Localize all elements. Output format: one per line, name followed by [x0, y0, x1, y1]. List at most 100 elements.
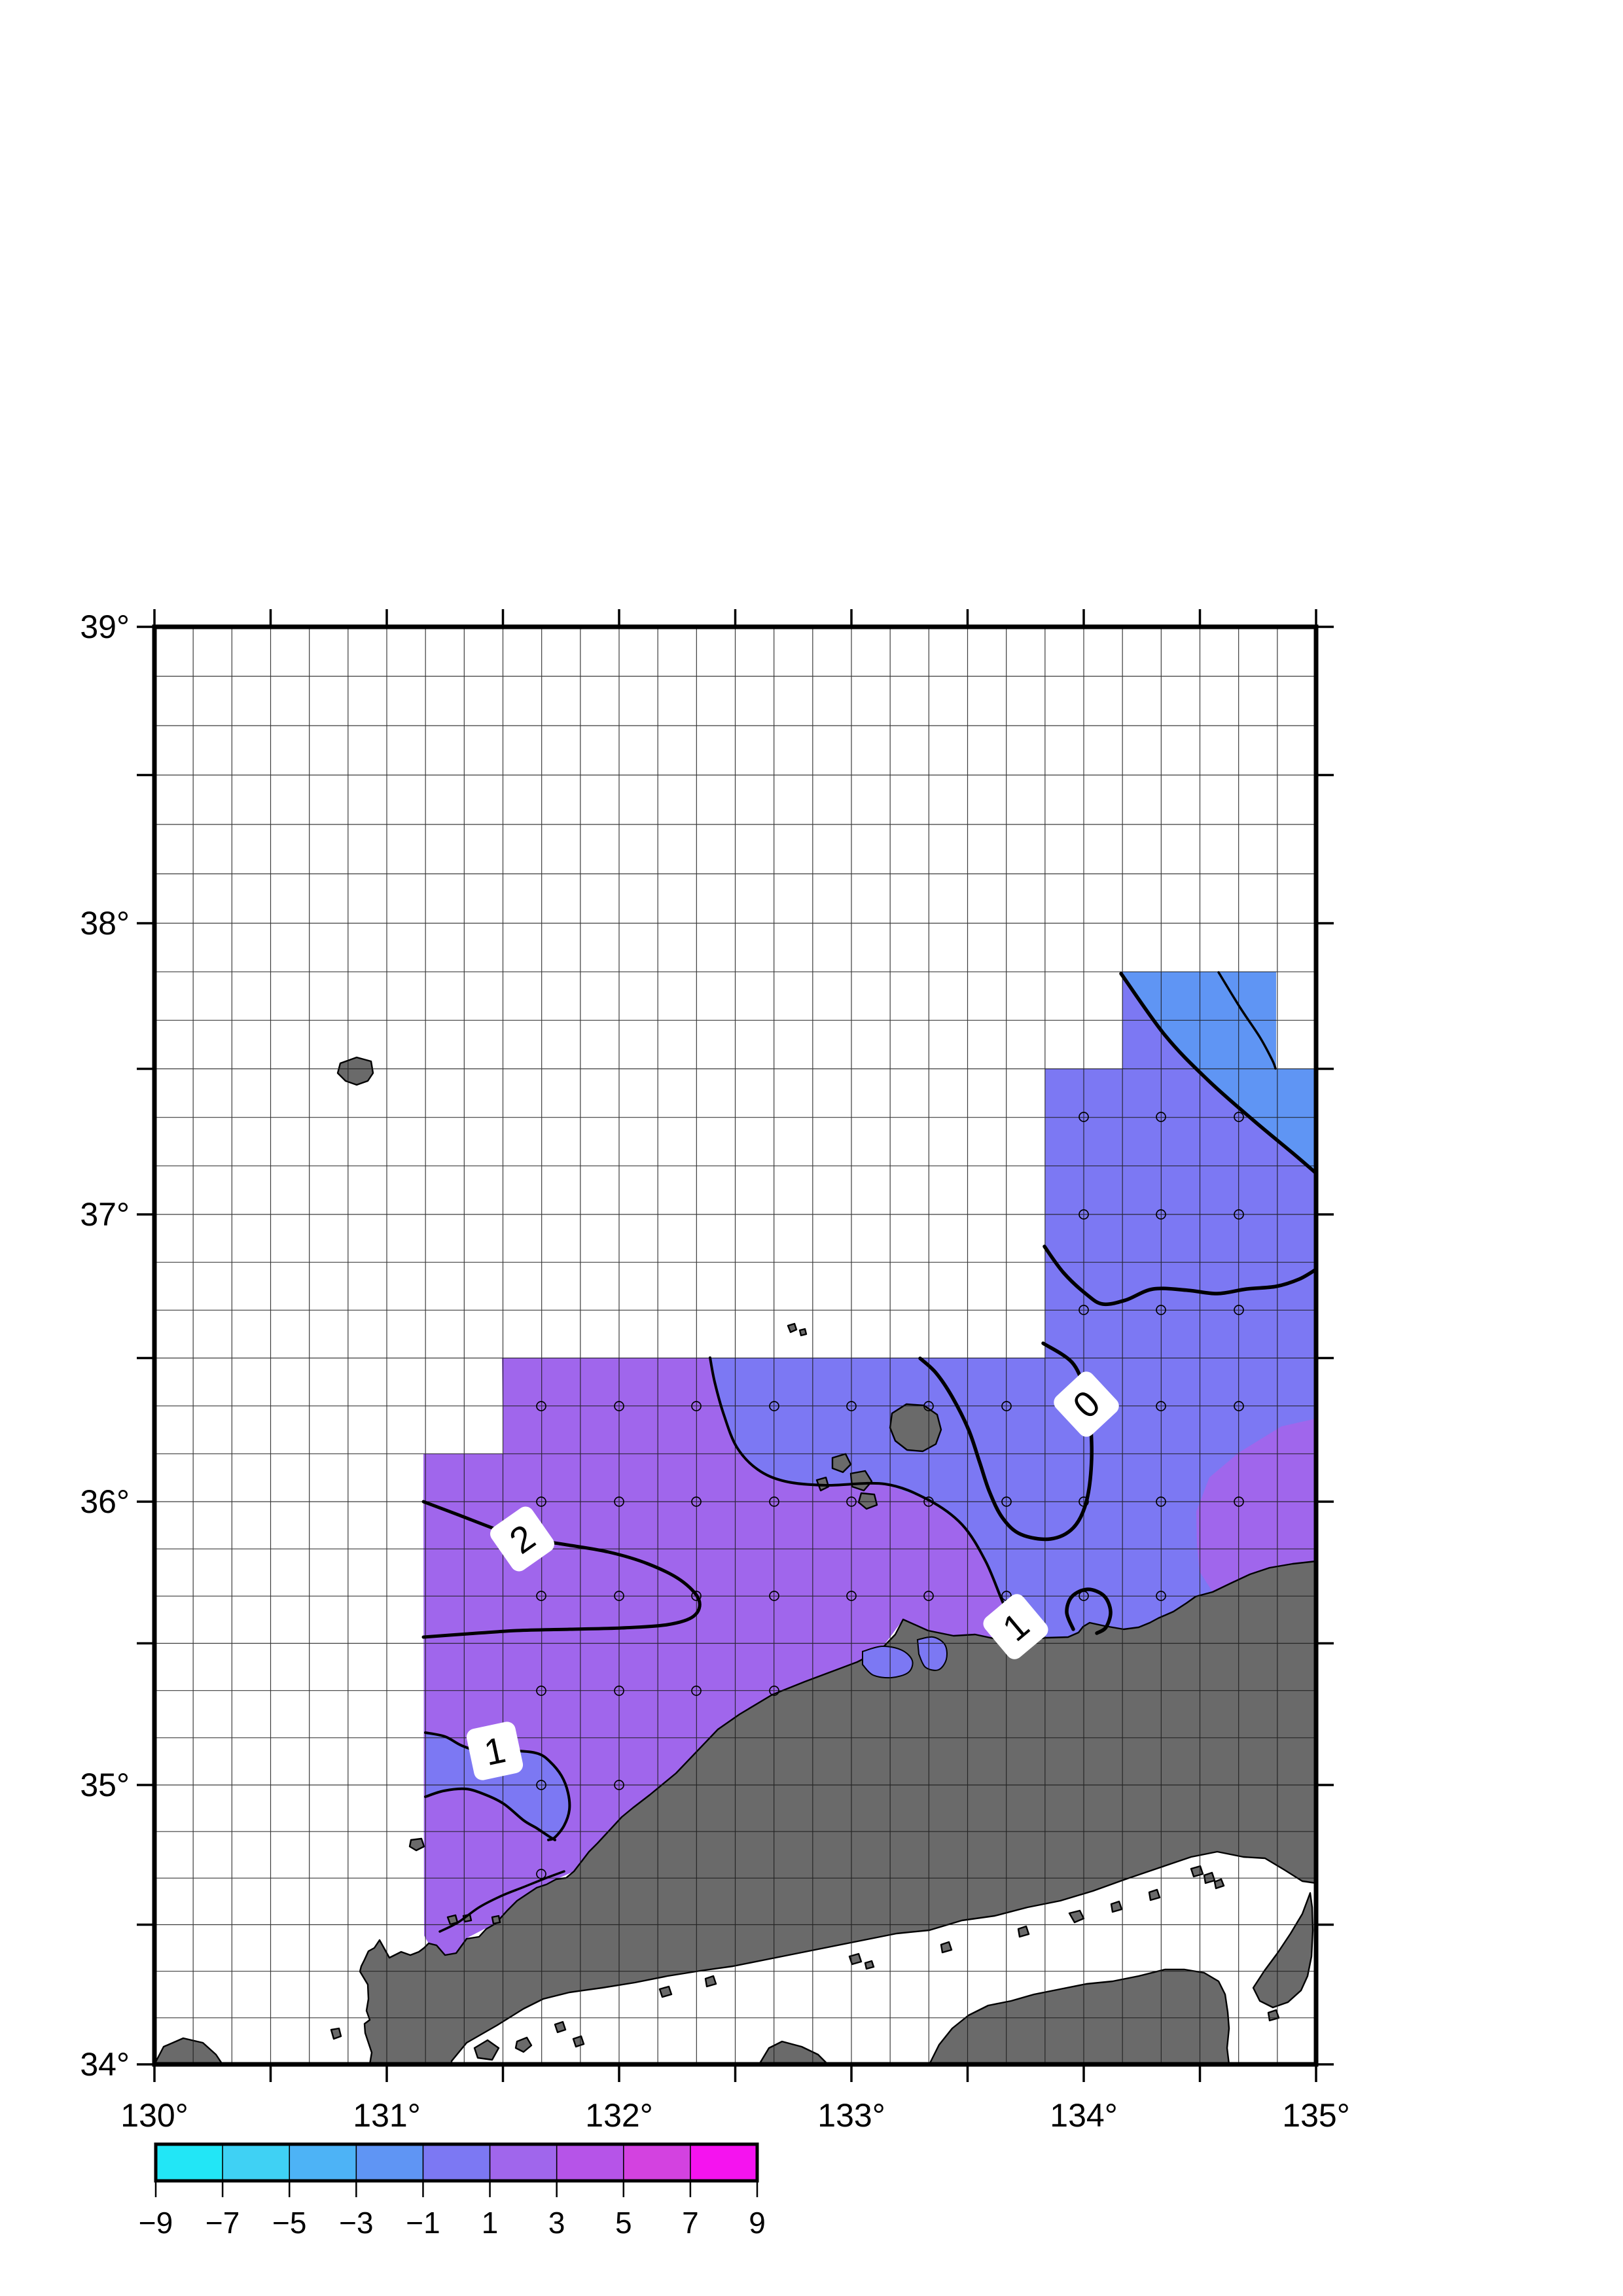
island [658, 1985, 673, 1998]
contour-label: 0 [1054, 1371, 1119, 1437]
contour-one-pocket-upper [424, 1731, 571, 1841]
colorbar-bin [690, 2144, 758, 2181]
colorbar-bin [156, 2144, 223, 2181]
x-axis-label: 132° [585, 2097, 652, 2134]
station-circle [536, 1780, 546, 1790]
island [1252, 1892, 1314, 2009]
station-circle [769, 1401, 779, 1411]
graticule-grid [154, 627, 1316, 2065]
colorbar-border [154, 2142, 759, 2183]
station-circle [1001, 1496, 1012, 1507]
contour-ne-thin-arc [1217, 971, 1277, 1070]
station-circle [614, 1780, 624, 1790]
colorbar-tick-label: 7 [682, 2206, 699, 2240]
island [940, 1941, 953, 1954]
station-circle [846, 1496, 857, 1507]
colorbar-bin [223, 2144, 290, 2181]
station-circle [769, 1496, 779, 1507]
station-circle [691, 1496, 702, 1507]
contour-coastal-thin-arc [438, 1870, 565, 1933]
station-circle [846, 1401, 857, 1411]
station-circle [536, 1401, 546, 1411]
station-circle [1234, 1401, 1244, 1411]
field-blue-northeast [1122, 972, 1316, 1173]
y-axis-label: 37° [80, 1196, 130, 1233]
island [864, 1960, 875, 1970]
island [1110, 1900, 1123, 1913]
colorbar-bin [423, 2144, 491, 2181]
station-circle [1234, 1112, 1244, 1122]
station-circle [1079, 1591, 1089, 1601]
station-circle [1156, 1591, 1166, 1601]
coastal-lagoon [862, 1645, 914, 1679]
y-axis-label: 39° [80, 609, 130, 645]
colorbar-tick-label: 5 [615, 2206, 632, 2240]
x-axis-label: 130° [120, 2097, 188, 2134]
island [1213, 1878, 1225, 1890]
station-circle [1234, 1209, 1244, 1220]
island [1148, 1888, 1161, 1901]
station-circle [1156, 1209, 1166, 1220]
island [473, 2039, 500, 2061]
contour-zero-wavy [1043, 1245, 1318, 1307]
island [831, 1453, 852, 1474]
colorbar-tick-label: −1 [406, 2206, 440, 2240]
colorbar-bin [289, 2144, 357, 2181]
station-circle [536, 1686, 546, 1696]
kyushu-corner-land [153, 2037, 224, 2066]
contour-label-box [983, 1594, 1048, 1659]
island [1190, 1865, 1204, 1878]
colorbar-tick-label: −7 [205, 2206, 240, 2240]
colorbar: −9 −7 −5 −3 −1 1 3 5 7 9 [139, 2142, 766, 2240]
station-circle [614, 1591, 624, 1601]
landmasses [153, 1056, 1317, 2066]
colorbar-tick-label: −5 [272, 2206, 306, 2240]
island [889, 1403, 942, 1453]
field-violet-pocket [425, 1733, 570, 1841]
station-circle [691, 1686, 702, 1696]
map-frame [152, 624, 1319, 2067]
station-circle [923, 1591, 934, 1601]
station-circle [1156, 1112, 1166, 1122]
station-circle [769, 1686, 779, 1696]
station-circle [846, 1591, 857, 1601]
station-circle [1234, 1496, 1244, 1507]
colorbar-bin [623, 2144, 691, 2181]
station-circle [614, 1401, 624, 1411]
station-circle [923, 1496, 934, 1507]
island [857, 1492, 878, 1510]
station-circle [536, 1591, 546, 1601]
contour-one-pocket-lower [424, 1787, 556, 1841]
station-circle [614, 1496, 624, 1507]
contour-label: 2 [490, 1506, 554, 1572]
station-circle [1079, 1209, 1089, 1220]
colorbar-tick-label: 3 [548, 2206, 565, 2240]
station-circle [1156, 1401, 1166, 1411]
frame-ticks [137, 609, 1334, 2082]
island [928, 1968, 1230, 2066]
contour-label-box [466, 1722, 524, 1780]
x-axis-label: 133° [817, 2097, 885, 2134]
station-circle [1234, 1305, 1244, 1315]
colorbar-tick-label: 9 [749, 2206, 766, 2240]
station-circle [691, 1401, 702, 1411]
contour-one-long [709, 1356, 1025, 1650]
island [704, 1975, 717, 1988]
island [336, 1056, 374, 1086]
station-circle [1079, 1496, 1089, 1507]
axis-labels: 130° 131° 132° 133° 134° 135° 39° 38° 37° 36° 35° 3… [80, 609, 1349, 2134]
island [514, 2036, 533, 2053]
station-circle [1156, 1496, 1166, 1507]
island [572, 2035, 585, 2048]
island [408, 1837, 425, 1852]
colorbar-tick-label: −9 [139, 2206, 173, 2240]
contour-lines [421, 971, 1318, 1933]
station-circle [1079, 1305, 1089, 1315]
station-circle [1079, 1112, 1089, 1122]
station-circle [769, 1591, 779, 1601]
y-axis-label: 36° [80, 1483, 130, 1520]
coastal-lagoon [916, 1636, 948, 1671]
contour-label-box [1054, 1371, 1119, 1437]
